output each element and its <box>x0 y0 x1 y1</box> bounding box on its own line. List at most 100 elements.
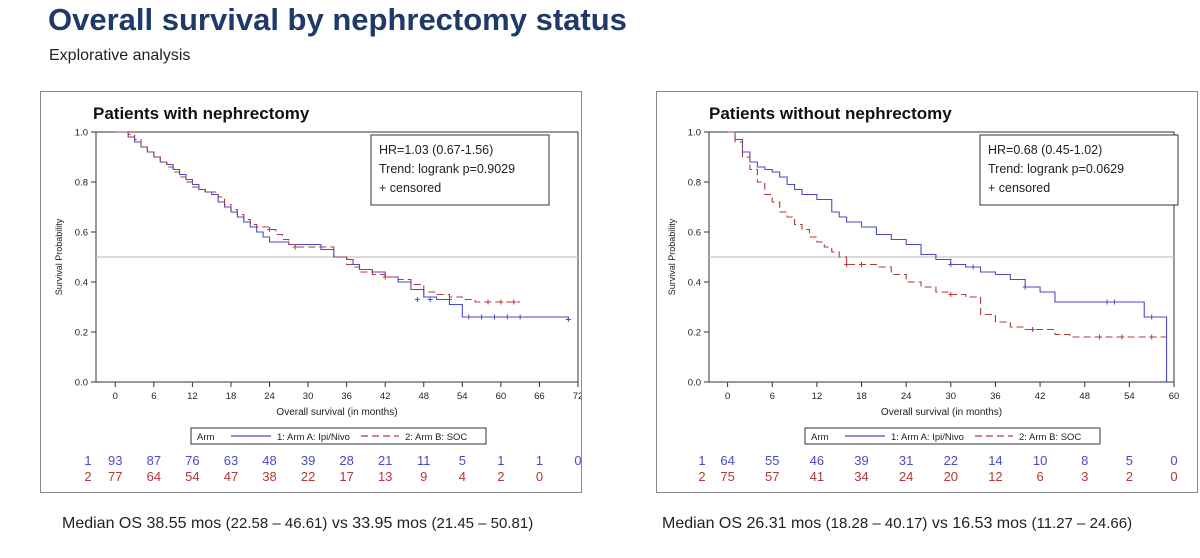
y-axis-label: Survival Probability <box>667 218 677 295</box>
censor-mark <box>1104 299 1110 305</box>
censor-mark <box>1097 334 1103 340</box>
at-risk-arm-a-label: 1 <box>84 453 91 468</box>
at-risk-arm-b-label: 2 <box>84 469 91 484</box>
y-tick-label: 0.0 <box>75 378 88 389</box>
censor-mark <box>565 317 571 322</box>
at-risk-arm-a-count: 22 <box>944 453 958 468</box>
at-risk-arm-a-count: 0 <box>1170 453 1177 468</box>
x-tick-label: 48 <box>1079 391 1090 402</box>
at-risk-arm-b-count: 77 <box>108 469 122 484</box>
censor-mark <box>511 299 517 305</box>
at-risk-arm-b-count: 13 <box>378 469 392 484</box>
at-risk-arm-b-label: 2 <box>698 469 705 484</box>
arm-b-survival-curve <box>727 131 1167 338</box>
censor-mark <box>1119 334 1125 340</box>
censor-mark <box>517 314 523 320</box>
at-risk-arm-b-count: 34 <box>854 469 868 484</box>
at-risk-arm-a-count: 87 <box>147 453 161 468</box>
at-risk-arm-b-count: 22 <box>301 469 315 484</box>
x-tick-label: 60 <box>496 391 507 402</box>
median-ci-arm-a: (18.28 – 40.17) <box>825 515 928 532</box>
x-axis-label: Overall survival (in months) <box>881 407 1002 418</box>
arm-b-survival-curve <box>115 131 521 303</box>
censor-mark <box>466 314 472 320</box>
y-tick-label: 0.8 <box>688 178 701 189</box>
censor-mark <box>498 299 504 305</box>
at-risk-arm-b-count: 12 <box>988 469 1002 484</box>
x-tick-label: 6 <box>770 391 775 402</box>
at-risk-arm-b-count: 57 <box>765 469 779 484</box>
legend-title: Arm <box>197 432 215 443</box>
at-risk-arm-b-count: 9 <box>420 469 427 484</box>
at-risk-arm-a-count: 31 <box>899 453 913 468</box>
at-risk-arm-b-count: 17 <box>339 469 353 484</box>
y-tick-label: 1.0 <box>688 128 701 139</box>
at-risk-arm-a-count: 28 <box>339 453 353 468</box>
chart-title: Patients with nephrectomy <box>93 104 310 123</box>
legend-title: Arm <box>811 432 829 443</box>
x-tick-label: 36 <box>990 391 1001 402</box>
median-ci-arm-b: (11.27 – 24.66) <box>1031 515 1133 532</box>
y-tick-label: 0.0 <box>688 378 701 389</box>
censor-mark <box>267 227 273 232</box>
y-tick-label: 0.4 <box>688 278 701 289</box>
censor-mark <box>844 262 850 267</box>
at-risk-arm-a-count: 1 <box>497 453 504 468</box>
at-risk-arm-a-count: 39 <box>301 453 315 468</box>
x-tick-label: 6 <box>151 391 156 402</box>
at-risk-arm-a-count: 8 <box>1081 453 1088 468</box>
at-risk-arm-a-count: 48 <box>262 453 276 468</box>
km-chart-svg: Patients with nephrectomy 0.0 0.2 0.4 0.6 0.8… <box>54 104 581 484</box>
censor-mark <box>948 292 954 297</box>
at-risk-arm-a-count: 14 <box>988 453 1002 468</box>
x-tick-label: 0 <box>725 391 730 402</box>
at-risk-arm-b-count: 47 <box>224 469 238 484</box>
censor-mark <box>414 297 420 302</box>
at-risk-arm-a-count: 11 <box>417 453 431 468</box>
censor-mark <box>1030 327 1036 332</box>
censor-mark <box>1022 284 1028 290</box>
censor-mark <box>859 262 865 267</box>
chart-title: Patients without nephrectomy <box>709 104 952 123</box>
at-risk-arm-b-count: 20 <box>944 469 958 484</box>
stats-line: + censored <box>379 181 441 195</box>
x-tick-label: 30 <box>946 391 957 402</box>
x-tick-label: 24 <box>901 391 912 402</box>
at-risk-arm-b-count: 64 <box>147 469 161 484</box>
censor-mark <box>1149 334 1155 340</box>
at-risk-arm-b-count: 3 <box>1081 469 1088 484</box>
at-risk-arm-b-count: 6 <box>1036 469 1043 484</box>
km-chart-svg: Patients without nephrectomy 0.0 0.2 0.4 0.6… <box>667 104 1180 484</box>
legend-label-arm-b: 2: Arm B: SOC <box>1019 432 1081 443</box>
legend-label-arm-a: 1: Arm A: Ipi/Nivo <box>891 432 964 443</box>
at-risk-arm-b-count: 24 <box>899 469 913 484</box>
page-subtitle: Explorative analysis <box>49 47 191 64</box>
at-risk-arm-a-count: 76 <box>185 453 199 468</box>
y-tick-label: 0.2 <box>75 328 88 339</box>
km-panel-nephrectomy: Patients with nephrectomy 0.0 0.2 0.4 0.6 0.8… <box>40 91 582 493</box>
x-tick-label: 18 <box>856 391 867 402</box>
at-risk-arm-a-count: 63 <box>224 453 238 468</box>
at-risk-arm-b-count: 54 <box>185 469 199 484</box>
x-tick-label: 60 <box>1169 391 1180 402</box>
x-tick-label: 12 <box>812 391 823 402</box>
y-axis-label: Survival Probability <box>54 218 64 295</box>
x-tick-label: 12 <box>187 391 198 402</box>
at-risk-arm-a-count: 1 <box>536 453 543 468</box>
at-risk-arm-a-count: 39 <box>854 453 868 468</box>
legend-box <box>190 427 487 445</box>
median-vs-text: vs 33.95 mos <box>331 515 428 532</box>
at-risk-arm-a-count: 93 <box>108 453 122 468</box>
at-risk-arm-a-count: 46 <box>810 453 824 468</box>
at-risk-arm-b-count: 2 <box>497 469 504 484</box>
at-risk-arm-b-count: 38 <box>262 469 276 484</box>
at-risk-arm-a-count: 21 <box>378 453 392 468</box>
at-risk-arm-a-count: 5 <box>459 453 466 468</box>
at-risk-arm-a-count: 55 <box>765 453 779 468</box>
at-risk-arm-b-count: 0 <box>1170 469 1177 484</box>
median-os-footer-right: Median OS 26.31 mos (18.28 – 40.17) vs 1… <box>662 515 1132 533</box>
at-risk-arm-a-count: 10 <box>1033 453 1047 468</box>
y-tick-label: 0.8 <box>75 178 88 189</box>
x-tick-label: 36 <box>341 391 352 402</box>
at-risk-arm-b-count: 2 <box>1126 469 1133 484</box>
